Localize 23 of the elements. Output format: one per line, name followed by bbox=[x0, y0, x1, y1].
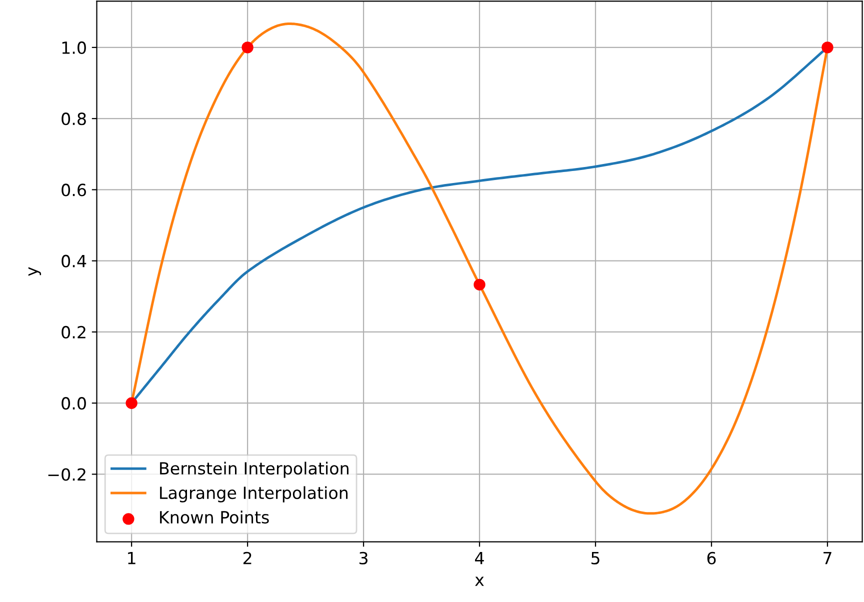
x-tick-label: 5 bbox=[591, 552, 600, 564]
y-tick-label: −0.2 bbox=[48, 468, 86, 481]
point bbox=[474, 278, 486, 291]
legend-label: Bernstein Interpolation bbox=[160, 462, 348, 478]
x-tick-label: 6 bbox=[707, 552, 716, 564]
point bbox=[242, 42, 254, 54]
y-tick-label: 0.8 bbox=[62, 112, 86, 126]
y-tick-label: 0.2 bbox=[62, 326, 86, 339]
y-tick-label: 0.6 bbox=[62, 184, 86, 196]
x-axis-title: x bbox=[475, 576, 484, 586]
legend-label: Known Points bbox=[160, 510, 269, 524]
x-tick-label: 4 bbox=[475, 552, 484, 564]
x-tick-label: 3 bbox=[360, 552, 368, 564]
y-axis-title: y bbox=[28, 267, 42, 276]
x-tick-label: 7 bbox=[824, 552, 832, 564]
point bbox=[822, 42, 834, 54]
y-tick-label: 1.0 bbox=[62, 41, 86, 54]
point bbox=[126, 397, 138, 409]
legend-label: Lagrange Interpolation bbox=[160, 486, 348, 502]
x-tick-label: 1 bbox=[128, 552, 136, 564]
y-tick-label: 0.0 bbox=[62, 397, 86, 410]
x-tick-label: 2 bbox=[243, 552, 252, 564]
y-tick-label: 0.4 bbox=[62, 254, 86, 268]
